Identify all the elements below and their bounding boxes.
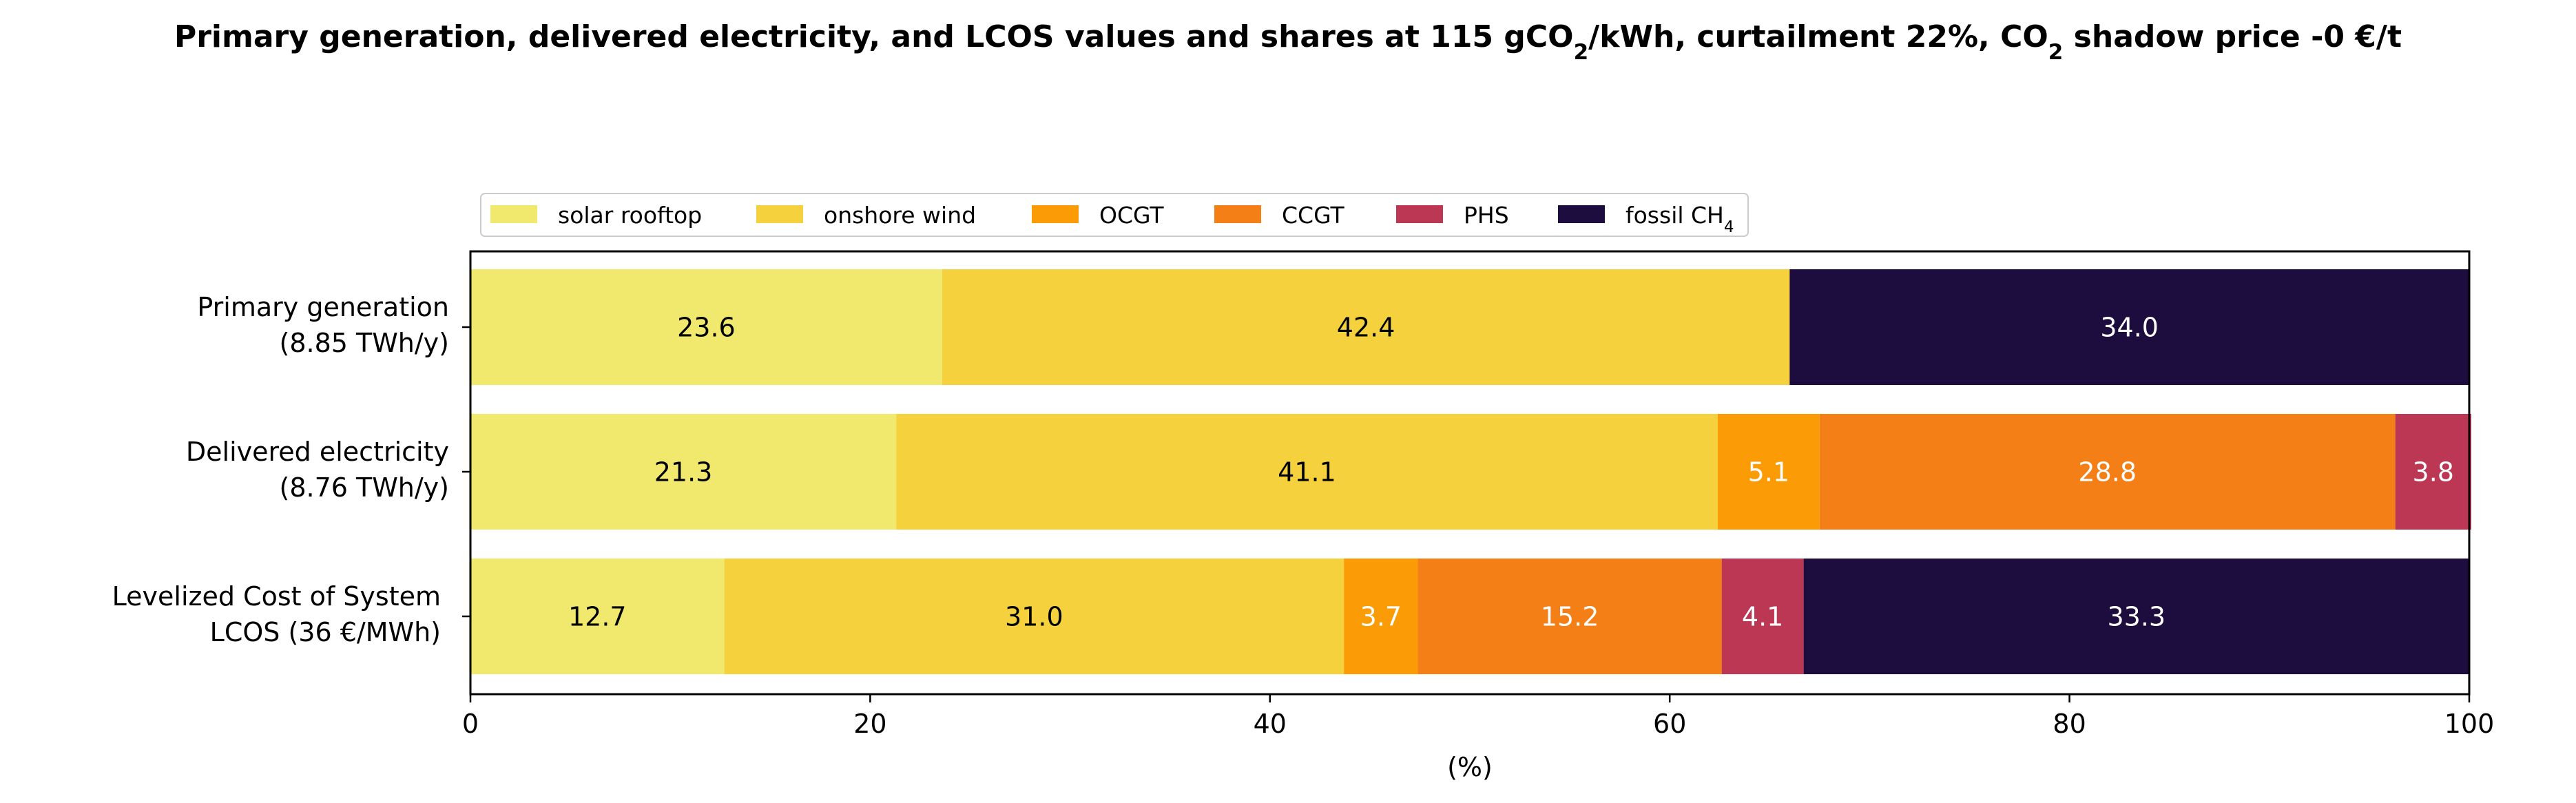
legend-label: onshore wind [824, 202, 976, 229]
bar-segment [470, 269, 942, 385]
x-tick-label: 0 [462, 709, 479, 739]
legend-swatch [1396, 205, 1443, 223]
bar-segment [1721, 559, 1804, 674]
bar-segment [724, 559, 1344, 674]
x-tick-label: 20 [853, 709, 886, 739]
bar-value-label: 3.7 [1360, 602, 1402, 632]
legend-swatch [1032, 205, 1079, 223]
bar-segment [1344, 559, 1418, 674]
bar-value-label: 41.1 [1278, 457, 1336, 488]
bar-value-label: 33.3 [2108, 602, 2166, 632]
legend-swatch [1214, 205, 1261, 223]
bar-segment [2395, 414, 2471, 530]
bar-value-label: 23.6 [677, 313, 736, 343]
y-tick-label: Primary generation (8.85 TWh/y) [197, 292, 449, 358]
legend-label: solar rooftop [558, 202, 702, 229]
bar-value-label: 12.7 [568, 602, 627, 632]
legend-label: PHS [1464, 202, 1509, 229]
bar-value-label: 15.2 [1541, 602, 1599, 632]
bar-value-label: 3.8 [2413, 457, 2454, 488]
x-axis-label: (%) [1447, 752, 1493, 782]
legend-box [480, 193, 1749, 237]
bar-value-label: 42.4 [1337, 313, 1395, 343]
bar-value-label: 21.3 [654, 457, 713, 488]
x-tick-label: 100 [2444, 709, 2495, 739]
bar-segment [1417, 559, 1722, 674]
bar-value-label: 4.1 [1742, 602, 1783, 632]
bar-segment [1789, 269, 2469, 385]
legend-swatch [756, 205, 803, 223]
bar-value-label: 31.0 [1005, 602, 1063, 632]
bar-segment [1819, 414, 2396, 530]
plot-frame [469, 250, 2471, 696]
y-tick-label: Delivered electricity (8.76 TWh/y) [186, 437, 449, 503]
bar-segment [896, 414, 1718, 530]
x-tick-label: 40 [1254, 709, 1287, 739]
bar-segment [470, 414, 897, 530]
bar-segment [942, 269, 1790, 385]
x-tick-label: 80 [2053, 709, 2086, 739]
bar-segment [470, 559, 725, 674]
bar-value-label: 28.8 [2078, 457, 2137, 488]
legend-label: fossil CH4 [1625, 202, 1734, 236]
legend-label: CCGT [1282, 202, 1344, 229]
bar-segment [1803, 559, 2469, 674]
bar-value-label: 5.1 [1748, 457, 1789, 488]
legend-label: OCGT [1099, 202, 1164, 229]
x-tick-label: 60 [1653, 709, 1686, 739]
legend-swatch [490, 205, 537, 223]
bar-value-label: 34.0 [2100, 313, 2159, 343]
legend-swatch [1558, 205, 1605, 223]
bar-segment [1717, 414, 1820, 530]
chart-title: Primary generation, delivered electricit… [174, 19, 2402, 65]
y-tick-label: Levelized Cost of System LCOS (36 €/MWh) [112, 581, 441, 647]
